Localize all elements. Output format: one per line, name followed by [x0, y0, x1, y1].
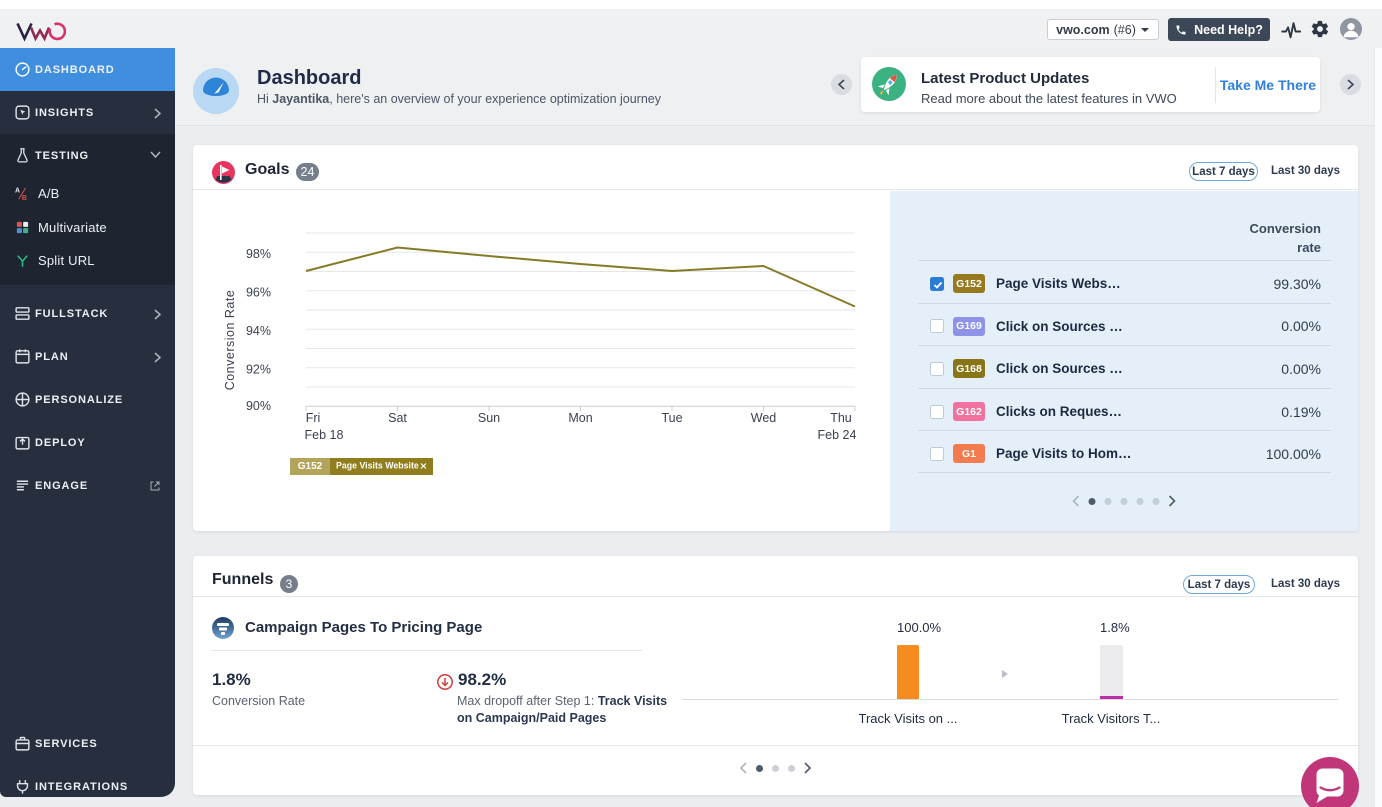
- svg-text:94%: 94%: [246, 324, 271, 338]
- svg-text:G152: G152: [298, 461, 323, 472]
- svg-text:Tue: Tue: [661, 411, 682, 425]
- svg-text:Feb 18: Feb 18: [305, 428, 344, 442]
- svg-text:Fri: Fri: [306, 411, 321, 425]
- svg-text:Page Visits Website: Page Visits Website: [336, 461, 419, 471]
- svg-text:Feb 24: Feb 24: [818, 428, 857, 442]
- svg-text:90%: 90%: [246, 399, 271, 413]
- svg-text:98%: 98%: [246, 247, 271, 261]
- svg-text:Thu: Thu: [830, 411, 852, 425]
- svg-text:92%: 92%: [246, 363, 271, 377]
- svg-text:Conversion Rate: Conversion Rate: [223, 290, 237, 391]
- svg-text:Mon: Mon: [568, 411, 592, 425]
- svg-text:Sat: Sat: [388, 411, 407, 425]
- svg-text:Wed: Wed: [751, 411, 777, 425]
- svg-text:A: A: [15, 187, 20, 194]
- svg-text:96%: 96%: [246, 286, 271, 300]
- svg-text:Sun: Sun: [478, 411, 500, 425]
- svg-text:B: B: [22, 195, 27, 201]
